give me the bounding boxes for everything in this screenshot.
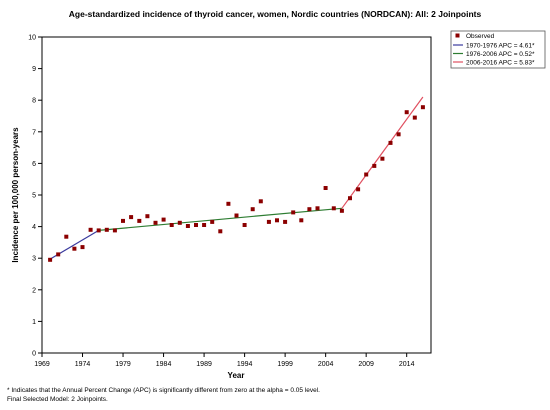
observed-point-2016 [420, 105, 425, 110]
x-tick-label-7: 2004 [318, 361, 334, 368]
observed-point-1974 [80, 245, 85, 250]
plot-area [41, 36, 432, 354]
observed-points [48, 105, 425, 262]
observed-point-1993 [234, 213, 239, 218]
x-tick-label-9: 2014 [399, 361, 415, 368]
x-tick-label-3: 1984 [156, 361, 172, 368]
footnote-apc: * Indicates that the Annual Percent Chan… [7, 387, 320, 394]
legend-series-1-label: 1970-1976 APC = 4.61* [466, 43, 535, 50]
observed-point-1995 [250, 207, 255, 212]
observed-point-1990 [210, 219, 215, 224]
observed-point-2011 [380, 156, 385, 161]
y-axis-title: Incidence per 100,000 person-years [11, 127, 20, 263]
x-axis-title: Year [228, 371, 245, 380]
fit-line-2 [98, 207, 342, 231]
x-tick-label-4: 1989 [196, 361, 212, 368]
observed-point-1977 [104, 227, 109, 232]
footnote-model: Final Selected Model: 2 Joinpoints. [7, 396, 108, 403]
observed-point-1991 [218, 229, 223, 234]
observed-point-1976 [96, 228, 101, 233]
observed-point-2010 [372, 163, 377, 168]
observed-point-2014 [404, 110, 409, 115]
observed-point-1973 [72, 246, 77, 251]
y-axis: 0 1 2 3 4 5 6 7 8 9 10 [28, 35, 42, 358]
observed-point-2000 [291, 210, 296, 215]
observed-point-1981 [137, 218, 142, 223]
observed-point-2009 [364, 172, 369, 177]
legend-series-2-label: 1976-2006 APC = 0.52* [466, 51, 535, 58]
observed-point-1983 [153, 220, 158, 225]
observed-point-2006 [339, 208, 344, 213]
y-tick-label-2: 2 [32, 287, 36, 294]
observed-point-1972 [64, 234, 69, 239]
observed-point-1982 [145, 214, 150, 219]
observed-point-2013 [396, 132, 401, 137]
legend: Observed 1970-1976 APC = 4.61* 1976-2006… [450, 30, 546, 69]
legend-observed-label: Observed [466, 33, 495, 40]
observed-point-2012 [388, 140, 393, 145]
observed-point-2003 [315, 206, 320, 211]
x-tick-label-6: 1999 [277, 361, 293, 368]
observed-point-1988 [194, 223, 198, 227]
y-tick-label-10: 10 [28, 35, 36, 42]
observed-point-2015 [412, 115, 417, 120]
x-tick-label-2: 1979 [115, 361, 131, 368]
y-tick-label-8: 8 [32, 98, 36, 105]
x-tick-label-5: 1994 [237, 361, 253, 368]
y-tick-label-6: 6 [32, 161, 36, 168]
observed-point-1970 [48, 257, 53, 262]
observed-point-2002 [307, 207, 312, 212]
observed-point-1986 [177, 220, 182, 225]
chart-title: Age-standardized incidence of thyroid ca… [69, 9, 482, 19]
observed-point-2001 [299, 218, 304, 223]
observed-point-1971 [56, 252, 61, 257]
y-tick-label-0: 0 [32, 351, 36, 358]
observed-point-2005 [331, 206, 336, 211]
y-tick-label-1: 1 [32, 319, 36, 326]
observed-point-1989 [202, 223, 207, 227]
observed-point-2004 [323, 186, 328, 190]
observed-point-1994 [242, 223, 247, 227]
y-tick-label-7: 7 [32, 129, 36, 136]
x-tick-label-1: 1974 [75, 361, 91, 368]
observed-point-1987 [185, 224, 190, 228]
y-tick-label-9: 9 [32, 66, 36, 73]
observed-point-1998 [275, 218, 279, 223]
observed-point-1992 [226, 201, 231, 206]
fit-line-3 [341, 96, 424, 209]
y-tick-label-4: 4 [32, 224, 36, 231]
observed-point-1978 [112, 228, 117, 233]
observed-point-1984 [161, 217, 166, 222]
x-tick-label-8: 2009 [358, 361, 374, 368]
legend-series-3-label: 2006-2016 APC = 5.83* [466, 60, 535, 67]
observed-point-2008 [356, 187, 361, 192]
observed-point-1999 [283, 219, 288, 224]
observed-point-1979 [121, 218, 125, 223]
observed-point-1997 [266, 219, 271, 224]
observed-point-1980 [129, 215, 134, 220]
observed-point-1975 [88, 227, 93, 232]
y-tick-label-3: 3 [32, 256, 36, 263]
observed-point-1996 [258, 199, 263, 204]
y-tick-label-5: 5 [32, 193, 36, 200]
x-tick-label-0: 1969 [34, 361, 50, 368]
legend-box [450, 30, 546, 69]
legend-observed-marker [455, 33, 460, 38]
x-axis: 1969 1974 1979 1984 1989 1994 1999 2004 2009 2014 [34, 353, 415, 368]
observed-point-2007 [348, 196, 352, 201]
observed-point-1985 [169, 223, 174, 227]
